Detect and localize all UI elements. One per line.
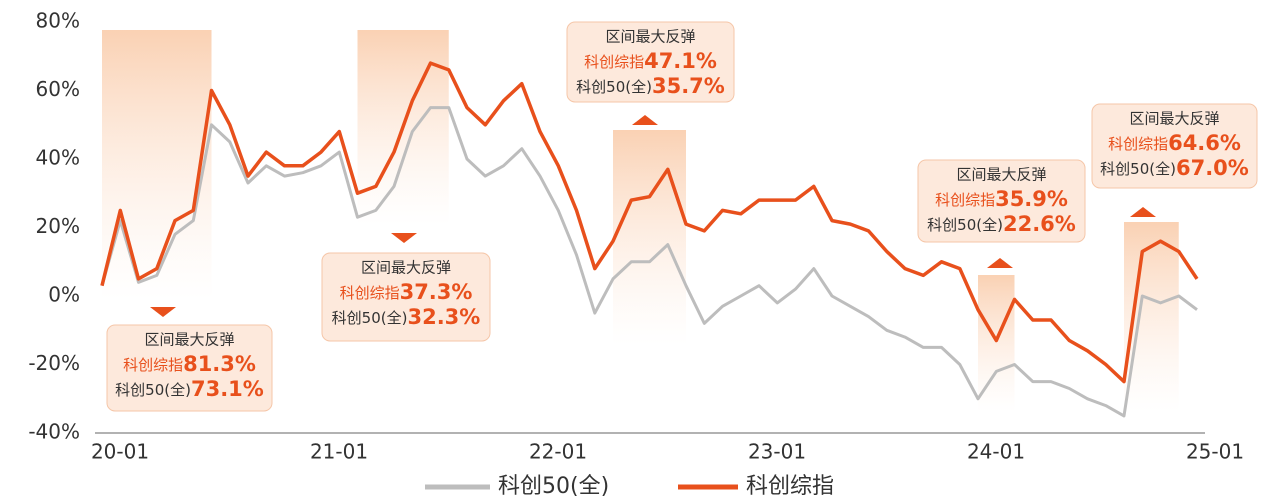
- annotation-row: 科创综指64.6%: [1108, 131, 1241, 155]
- annotation-row: 科创50(全)73.1%: [115, 377, 264, 401]
- annotation-series: 科创50(全): [115, 381, 191, 399]
- annotation-value: 64.6%: [1168, 131, 1241, 155]
- annotation-value: 47.1%: [644, 49, 717, 73]
- x-tick-label: 20-01: [91, 440, 149, 464]
- annotation-row: 科创50(全)32.3%: [332, 305, 481, 329]
- x-tick-label: 25-01: [1186, 440, 1244, 464]
- y-tick-label: -20%: [28, 351, 80, 375]
- annotation-series: 科创综指: [340, 284, 400, 302]
- annotation-value: 35.9%: [995, 187, 1068, 211]
- x-tick-label: 21-01: [310, 440, 368, 464]
- x-tick-label: 23-01: [748, 440, 806, 464]
- annotation-layer: 区间最大反弹科创综指81.3%科创50(全)73.1%区间最大反弹科创综指37.…: [106, 21, 1258, 412]
- annotation-title: 区间最大反弹: [956, 166, 1046, 184]
- annotation-title: 区间最大反弹: [1129, 110, 1219, 128]
- annotation-value: 81.3%: [183, 352, 256, 376]
- y-tick-label: 0%: [48, 283, 80, 307]
- annotation-value: 22.6%: [1003, 212, 1076, 236]
- series-line: [100, 61, 1199, 384]
- annotation-box: [1091, 103, 1258, 189]
- annotation-value: 35.7%: [652, 74, 725, 98]
- annotation-arrow: [391, 233, 417, 243]
- annotation-arrow: [1130, 207, 1156, 217]
- annotation-title: 区间最大反弹: [605, 28, 695, 46]
- annotation-arrow: [987, 258, 1013, 268]
- annotation-series: 科创50(全): [927, 216, 1003, 234]
- annotation-series: 科创综指: [584, 53, 644, 71]
- annotation-row: 科创综指35.9%: [935, 187, 1068, 211]
- annotation-box: [106, 324, 273, 412]
- annotation-row: 科创综指81.3%: [123, 352, 256, 376]
- annotation-row: 科创50(全)67.0%: [1100, 156, 1249, 180]
- annotation-series: 科创50(全): [1100, 160, 1176, 178]
- annotation-arrow: [150, 307, 176, 317]
- annotation-row: 科创50(全)35.7%: [576, 74, 725, 98]
- series-line: [100, 106, 1198, 418]
- annotation-box: [566, 21, 735, 103]
- highlight-range: [102, 30, 212, 300]
- y-tick-label: -40%: [28, 420, 80, 444]
- plot-layer: -40% -20% 0% 20% 40% 60% 80% 20-01 21-01 22-01 23-…: [28, 9, 1244, 500]
- y-tick-label: 20%: [36, 214, 80, 238]
- annotation-value: 67.0%: [1176, 156, 1249, 180]
- y-tick-label: 60%: [36, 77, 80, 101]
- highlight-range: [613, 130, 686, 345]
- y-tick-label: 80%: [36, 9, 80, 33]
- annotation-arrow: [632, 115, 658, 125]
- annotation-title: 区间最大反弹: [144, 331, 234, 349]
- annotation-row: 科创综指47.1%: [584, 49, 717, 73]
- annotation-value: 32.3%: [407, 305, 480, 329]
- x-tick-label: 22-01: [529, 440, 587, 464]
- annotation-title: 区间最大反弹: [361, 259, 451, 277]
- annotation-series: 科创综指: [123, 356, 183, 374]
- annotation-series: 科创50(全): [332, 309, 408, 327]
- annotation-row: 科创50(全)22.6%: [927, 212, 1076, 236]
- annotation-series: 科创50(全): [576, 78, 652, 96]
- legend-label: 科创综指: [746, 474, 834, 499]
- annotation-series: 科创综指: [935, 191, 995, 209]
- annotation-value: 37.3%: [400, 280, 473, 304]
- annotation-value: 73.1%: [191, 377, 264, 401]
- legend-label: 科创50(全): [498, 474, 609, 499]
- annotation-box: [917, 159, 1086, 243]
- annotation-box: [321, 252, 491, 342]
- x-tick-label: 24-01: [967, 440, 1025, 464]
- annotation-series: 科创综指: [1108, 135, 1168, 153]
- y-tick-label: 40%: [36, 146, 80, 170]
- annotation-row: 科创综指37.3%: [340, 280, 473, 304]
